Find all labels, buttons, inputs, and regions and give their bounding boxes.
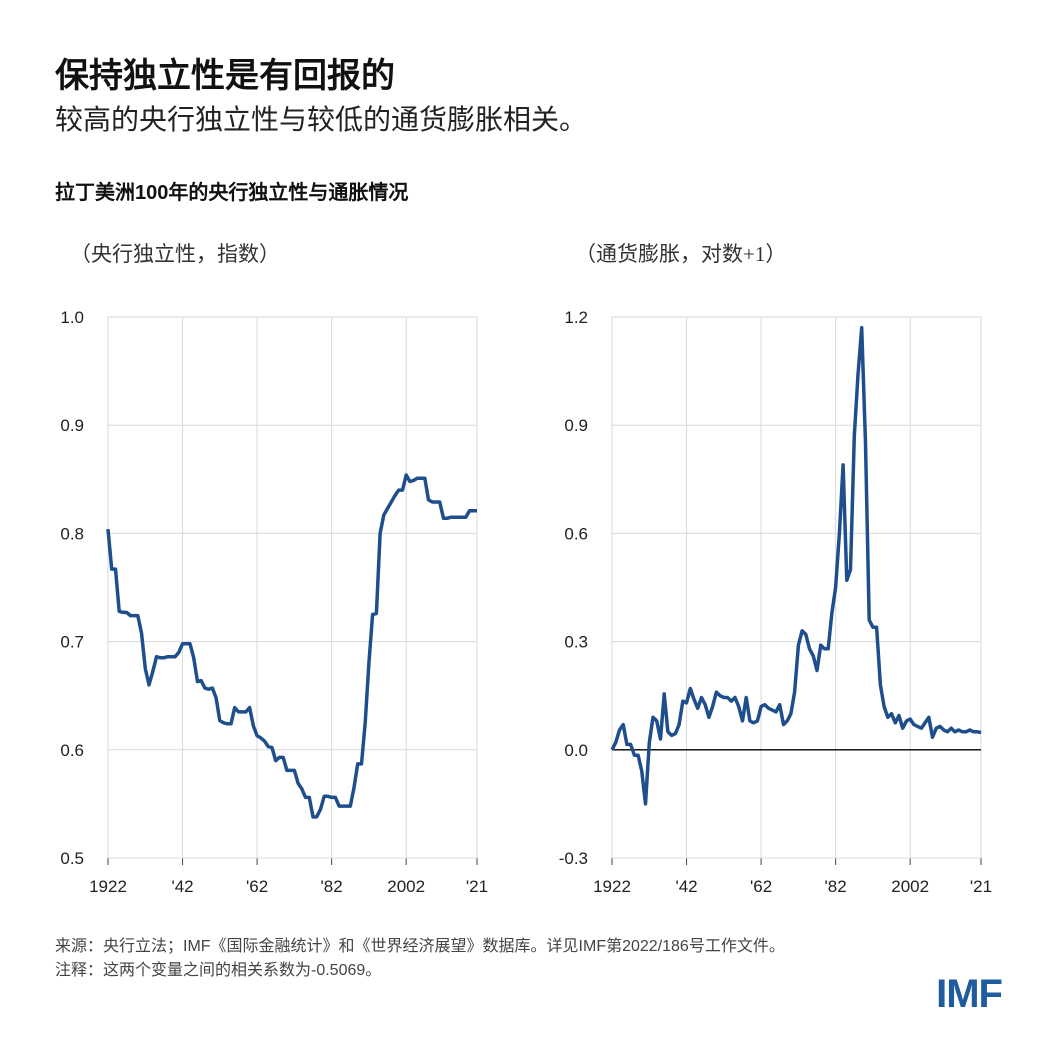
right-x-tick-label: '62 [750,877,772,896]
right-y-tick-label: 0.0 [564,741,588,760]
right-y-tick-label: 0.6 [564,524,588,543]
imf-logo: IMF [936,972,1003,1016]
left-y-tick-label: 0.8 [60,524,84,543]
right-x-tick-label: '82 [825,877,847,896]
chart-title: 拉丁美洲100年的央行独立性与通胀情况 [55,182,409,204]
left-chart-y-label: （央行独立性，指数） [70,242,280,266]
page-subtitle: 较高的央行独立性与较低的通货膨胀相关。 [55,104,588,135]
left-y-tick-label: 0.9 [60,416,84,435]
left-x-tick-label: '82 [321,877,343,896]
right-x-tick-label: 1922 [593,877,631,896]
correlation-note: 注释：这两个变量之间的相关系数为-0.5069。 [55,962,382,979]
right-x-tick-label: '42 [675,877,697,896]
footer: 来源：央行立法；IMF《国际金融统计》和《世界经济展望》数据库。详见IMF第20… [55,935,915,983]
left-y-tick-label: 1.0 [60,308,84,327]
left-x-tick-label: '62 [246,877,268,896]
left-x-tick-label: '21 [466,877,488,896]
page-title: 保持独立性是有回报的 [55,57,395,95]
left-x-tick-label: 1922 [89,877,127,896]
right-x-tick-label: '21 [970,877,992,896]
left-y-tick-label: 0.7 [60,633,84,652]
left-x-tick-label: '42 [171,877,193,896]
source-note: 来源：央行立法；IMF《国际金融统计》和《世界经济展望》数据库。详见IMF第20… [55,938,785,955]
right-chart-y-label: （通货膨胀，对数+1） [575,242,787,266]
left-y-tick-label: 0.5 [60,849,84,868]
right-y-tick-label: 0.9 [564,416,588,435]
right-x-tick-label: 2002 [891,877,929,896]
left-series-line [106,473,477,819]
right-series-line [610,326,982,806]
left-y-tick-label: 0.6 [60,741,84,760]
left-x-tick-label: 2002 [387,877,425,896]
right-y-tick-label: 0.3 [564,633,588,652]
right-y-tick-label: -0.3 [559,849,588,868]
right-y-tick-label: 1.2 [564,308,588,327]
